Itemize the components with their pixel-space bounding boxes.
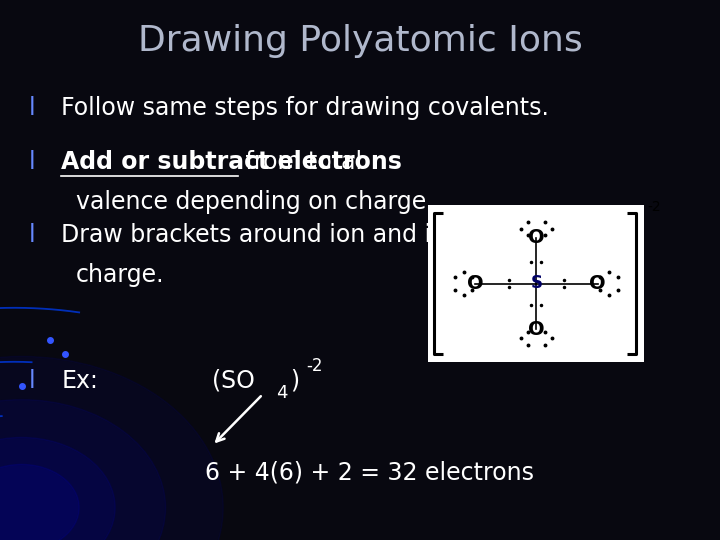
Text: (SO: (SO <box>212 369 256 393</box>
Circle shape <box>0 356 223 540</box>
Text: valence depending on charge.: valence depending on charge. <box>76 191 433 214</box>
Text: Drawing Polyatomic Ions: Drawing Polyatomic Ions <box>138 24 582 58</box>
Text: -2: -2 <box>306 356 323 375</box>
Circle shape <box>0 464 79 540</box>
Circle shape <box>0 400 166 540</box>
Text: l: l <box>29 96 36 120</box>
Text: Draw brackets around ion and indicate: Draw brackets around ion and indicate <box>61 223 519 247</box>
Text: 4: 4 <box>276 383 287 402</box>
Text: O: O <box>589 274 606 293</box>
Text: O: O <box>528 228 545 247</box>
Text: l: l <box>29 223 36 247</box>
Text: l: l <box>29 150 36 174</box>
Text: S: S <box>531 274 542 293</box>
Text: Add or subtract electrons: Add or subtract electrons <box>61 150 402 174</box>
Text: charge.: charge. <box>76 264 164 287</box>
Bar <box>428 205 644 362</box>
Text: Follow same steps for drawing covalents.: Follow same steps for drawing covalents. <box>61 96 549 120</box>
Text: ): ) <box>290 369 300 393</box>
Text: -2: -2 <box>647 200 661 214</box>
Circle shape <box>0 437 115 540</box>
Text: O: O <box>528 320 545 339</box>
Text: 6 + 4(6) + 2 = 32 electrons: 6 + 4(6) + 2 = 32 electrons <box>205 461 534 484</box>
Text: l: l <box>29 369 36 393</box>
Text: Ex:: Ex: <box>61 369 98 393</box>
Text: O: O <box>467 274 484 293</box>
Text: from total: from total <box>238 150 361 174</box>
